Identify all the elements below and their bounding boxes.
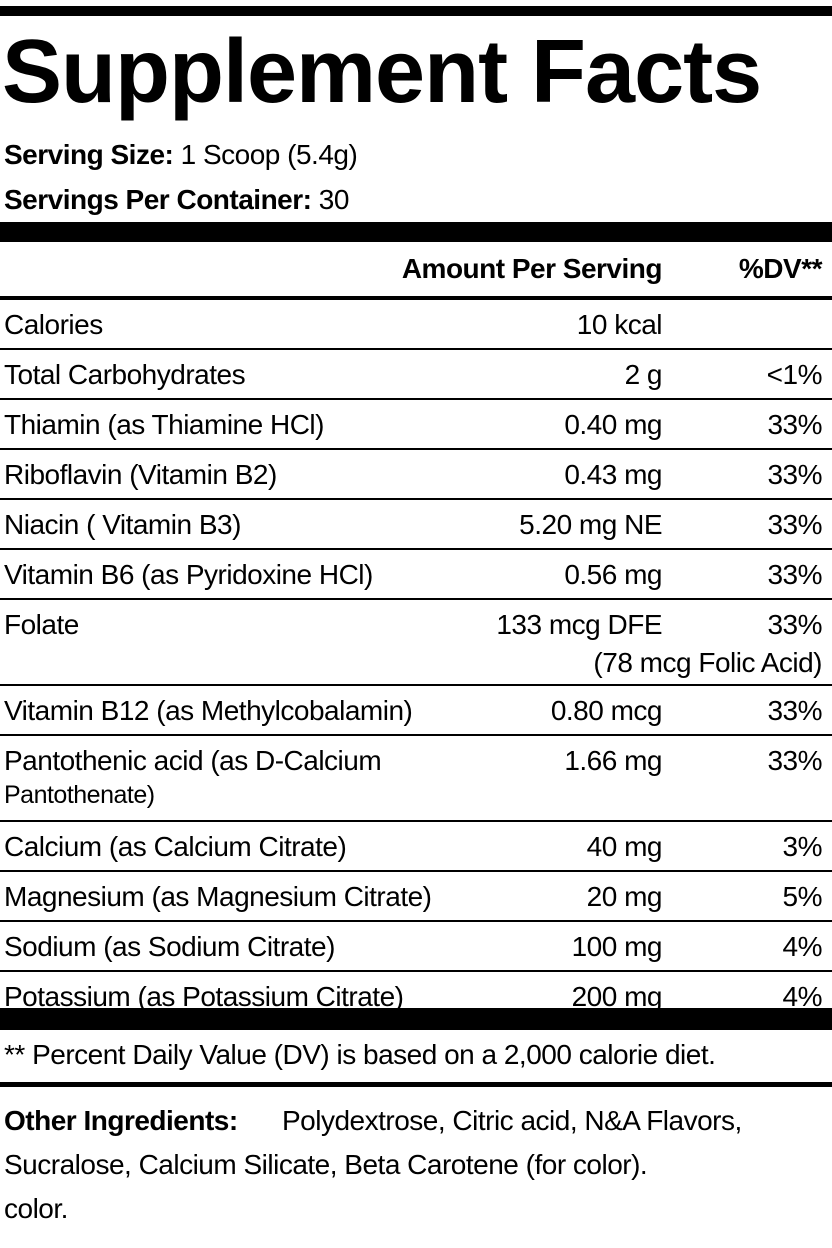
nutrient-name: Vitamin B12 (as Methylcobalamin) bbox=[4, 695, 413, 726]
row-rule bbox=[0, 598, 832, 600]
amount: 2 g bbox=[624, 359, 663, 390]
serving-size-label: Serving Size: bbox=[4, 139, 174, 170]
amount: 100 mg bbox=[571, 931, 663, 962]
ingredients-label: Other Ingredients: bbox=[4, 1105, 238, 1136]
nutrient-name: Calories bbox=[4, 309, 103, 340]
amount: 0.80 mcg bbox=[550, 695, 663, 726]
row-rule bbox=[0, 548, 832, 550]
amount: 40 mg bbox=[586, 831, 663, 862]
amount: 0.56 mg bbox=[564, 559, 662, 590]
daily-value: 4% bbox=[782, 981, 823, 1012]
row-rule bbox=[0, 820, 832, 822]
amount: 0.43 mg bbox=[564, 459, 662, 490]
nutrient-name: Riboflavin (Vitamin B2) bbox=[4, 459, 277, 490]
top-rule bbox=[0, 6, 832, 16]
row-rule bbox=[0, 920, 832, 922]
daily-value: 33% bbox=[767, 745, 822, 776]
ingredients-text: Polydextrose, Citric acid, N&A Flavors, bbox=[282, 1105, 742, 1136]
nutrient-name: Niacin ( Vitamin B3) bbox=[4, 509, 241, 540]
serving-size-value: 1 Scoop (5.4g) bbox=[180, 139, 358, 170]
row-rule bbox=[0, 684, 832, 686]
daily-value: 33% bbox=[767, 409, 822, 440]
amount-note: (78 mcg Folic Acid) bbox=[593, 647, 822, 678]
daily-value: 33% bbox=[767, 695, 822, 726]
nutrient-name: Total Carbohydrates bbox=[4, 359, 246, 390]
daily-value: 33% bbox=[767, 509, 822, 540]
daily-value: <1% bbox=[766, 359, 823, 390]
thick-rule bbox=[0, 1008, 832, 1030]
header-rule bbox=[0, 296, 832, 300]
row-rule bbox=[0, 870, 832, 872]
amount: 10 kcal bbox=[576, 309, 663, 340]
row-rule bbox=[0, 398, 832, 400]
row-rule bbox=[0, 498, 832, 500]
dv-header: %DV** bbox=[738, 253, 823, 284]
amount: 20 mg bbox=[586, 881, 663, 912]
servings-value: 30 bbox=[318, 184, 350, 215]
nutrient-name: Pantothenate) bbox=[4, 781, 155, 809]
serving-size: Serving Size: 1 Scoop (5.4g) bbox=[4, 138, 358, 172]
nutrient-name: Thiamin (as Thiamine HCl) bbox=[4, 409, 324, 440]
daily-value: 4% bbox=[782, 931, 823, 962]
amount-header: Amount Per Serving bbox=[401, 253, 663, 284]
daily-value: 3% bbox=[782, 831, 823, 862]
daily-value: 33% bbox=[767, 609, 822, 640]
nutrient-name: Folate bbox=[4, 609, 79, 640]
nutrient-name: Sodium (as Sodium Citrate) bbox=[4, 931, 335, 962]
row-rule bbox=[0, 734, 832, 736]
nutrient-name: Vitamin B6 (as Pyridoxine HCl) bbox=[4, 559, 373, 590]
amount: 0.40 mg bbox=[564, 409, 662, 440]
servings: Servings Per Container: 30 bbox=[4, 183, 349, 217]
daily-value: 33% bbox=[767, 459, 822, 490]
row-rule bbox=[0, 970, 832, 972]
amount: 200 mg bbox=[571, 981, 663, 1012]
nutrient-name: Pantothenic acid (as D-Calcium bbox=[4, 745, 382, 776]
amount: 5.20 mg NE bbox=[519, 509, 662, 540]
row-rule bbox=[0, 448, 832, 450]
nutrient-name: Potassium (as Potassium Citrate) bbox=[4, 981, 404, 1012]
ingredients-text: Sucralose, Calcium Silicate, Beta Carote… bbox=[4, 1149, 648, 1180]
servings-label: Servings Per Container: bbox=[4, 184, 312, 215]
title: Supplement Facts bbox=[2, 22, 762, 122]
daily-value: 33% bbox=[767, 559, 822, 590]
footnote-rule bbox=[0, 1082, 832, 1087]
nutrient-name: Calcium (as Calcium Citrate) bbox=[4, 831, 347, 862]
amount: 1.66 mg bbox=[564, 745, 662, 776]
row-rule bbox=[0, 348, 832, 350]
thick-rule bbox=[0, 222, 832, 242]
nutrient-name: Magnesium (as Magnesium Citrate) bbox=[4, 881, 432, 912]
amount: 133 mcg DFE bbox=[496, 609, 662, 640]
ingredients-text: color. bbox=[4, 1193, 68, 1224]
daily-value: 5% bbox=[782, 881, 823, 912]
footnote: ** Percent Daily Value (DV) is based on … bbox=[4, 1039, 716, 1070]
